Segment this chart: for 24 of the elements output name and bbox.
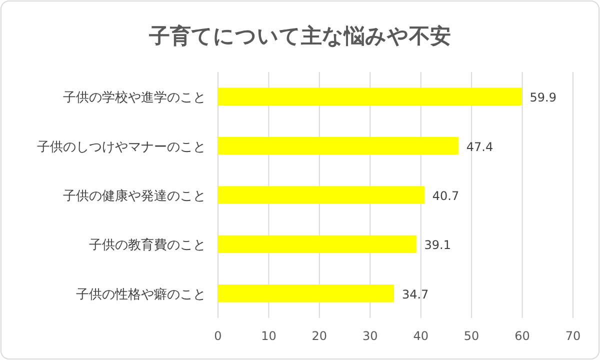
y-tick-label: 子供の健康や発達のこと	[63, 189, 206, 204]
x-tick-label: 30	[362, 329, 378, 343]
x-tick-label: 70	[565, 329, 581, 343]
data-label: 40.7	[432, 189, 460, 203]
x-tick-label: 10	[261, 329, 276, 343]
x-tick-label: 0	[214, 329, 222, 343]
bar	[218, 136, 458, 155]
y-tick-label: 子供の教育費のこと	[89, 237, 206, 254]
bar	[218, 186, 424, 204]
chart-title: 子育てについて主な悩みや不安	[148, 24, 451, 48]
x-tick-label: 50	[464, 329, 480, 343]
data-label: 59.9	[530, 90, 556, 105]
data-label: 34.7	[402, 287, 429, 302]
y-tick-label: 子供の学校や進学のこと	[63, 90, 206, 106]
x-tick-label: 20	[312, 329, 328, 343]
bar	[218, 284, 394, 302]
x-tick-label: 40	[413, 329, 428, 343]
y-tick-label: 子供の性格や癖のこと	[76, 287, 206, 302]
x-tick-label: 60	[514, 329, 530, 343]
bar	[218, 88, 522, 106]
data-label: 39.1	[424, 238, 452, 252]
data-label: 47.4	[466, 140, 494, 154]
bar	[218, 235, 416, 254]
y-tick-label: 子供のしつけやマナーのこと	[37, 140, 206, 155]
